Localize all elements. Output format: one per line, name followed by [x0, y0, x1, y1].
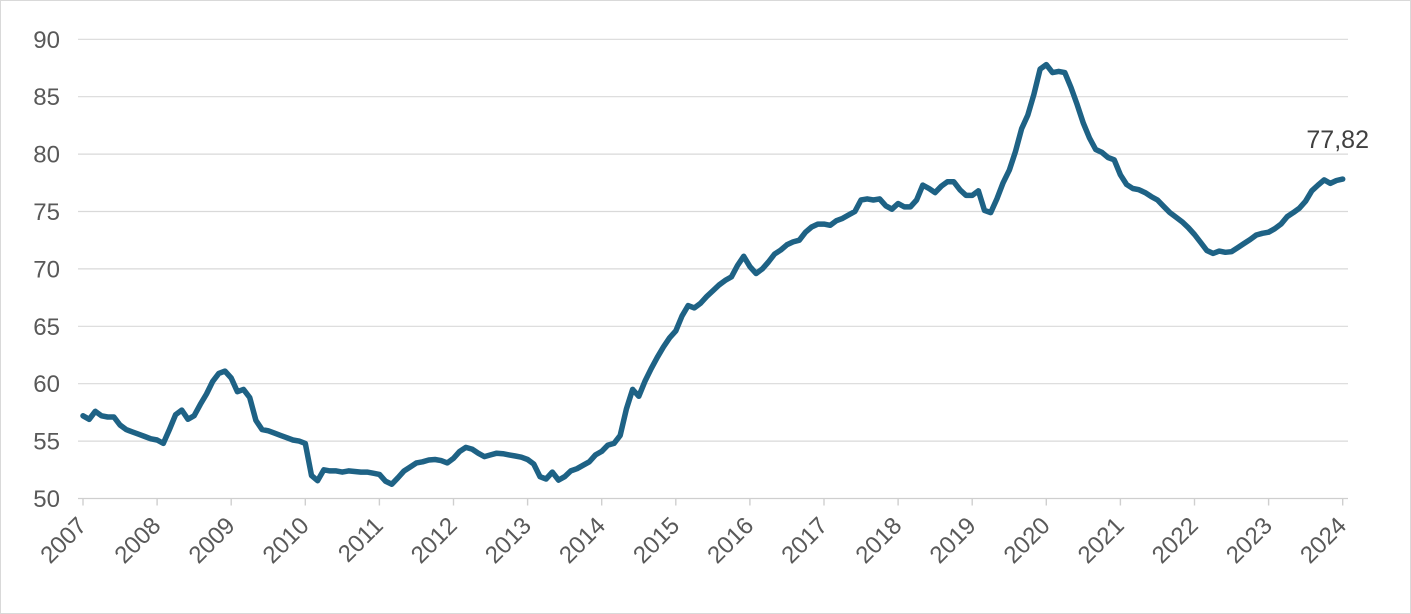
y-tick-label-85: 85 — [33, 84, 60, 111]
x-tick-label-2016: 2016 — [702, 512, 759, 569]
y-tick-label-75: 75 — [33, 199, 60, 226]
y-tick-label-60: 60 — [33, 371, 60, 398]
y-tick-label-55: 55 — [33, 429, 60, 456]
x-tick-label-2023: 2023 — [1221, 512, 1278, 569]
x-tick-label-2022: 2022 — [1147, 512, 1204, 569]
y-tick-label-80: 80 — [33, 142, 60, 169]
x-tick-label-2009: 2009 — [184, 512, 241, 569]
y-tick-label-90: 90 — [33, 27, 60, 54]
x-tick-label-2017: 2017 — [776, 512, 833, 569]
x-tick-label-2019: 2019 — [925, 512, 982, 569]
x-tick-label-2010: 2010 — [258, 512, 315, 569]
data-series-line — [80, 61, 1346, 487]
y-tick-label-50: 50 — [33, 486, 60, 513]
x-tick-label-2018: 2018 — [850, 512, 907, 569]
x-tick-label-2014: 2014 — [554, 512, 611, 569]
x-axis-labels: 2007 2008 2009 2010 2011 2012 2013 2014 2015 2016… — [35, 512, 1352, 569]
x-tick-label-2024: 2024 — [1295, 512, 1352, 569]
x-tick-label-2008: 2008 — [109, 512, 166, 569]
x-axis — [82, 498, 1344, 506]
x-tick-label-2015: 2015 — [628, 512, 685, 569]
x-tick-label-2011: 2011 — [333, 512, 389, 568]
end-value-label: 77,82 — [1306, 126, 1369, 154]
y-axis-labels: 50 55 60 65 70 75 80 85 90 — [33, 27, 60, 513]
gridlines — [78, 38, 1348, 500]
x-tick-label-2021: 2021 — [1073, 512, 1130, 569]
x-tick-label-2013: 2013 — [480, 512, 537, 569]
y-tick-label-70: 70 — [33, 256, 60, 283]
x-tick-label-2007: 2007 — [35, 512, 92, 569]
x-tick-label-2012: 2012 — [406, 512, 463, 569]
x-tick-label-2020: 2020 — [999, 512, 1056, 569]
y-tick-label-65: 65 — [33, 314, 60, 341]
